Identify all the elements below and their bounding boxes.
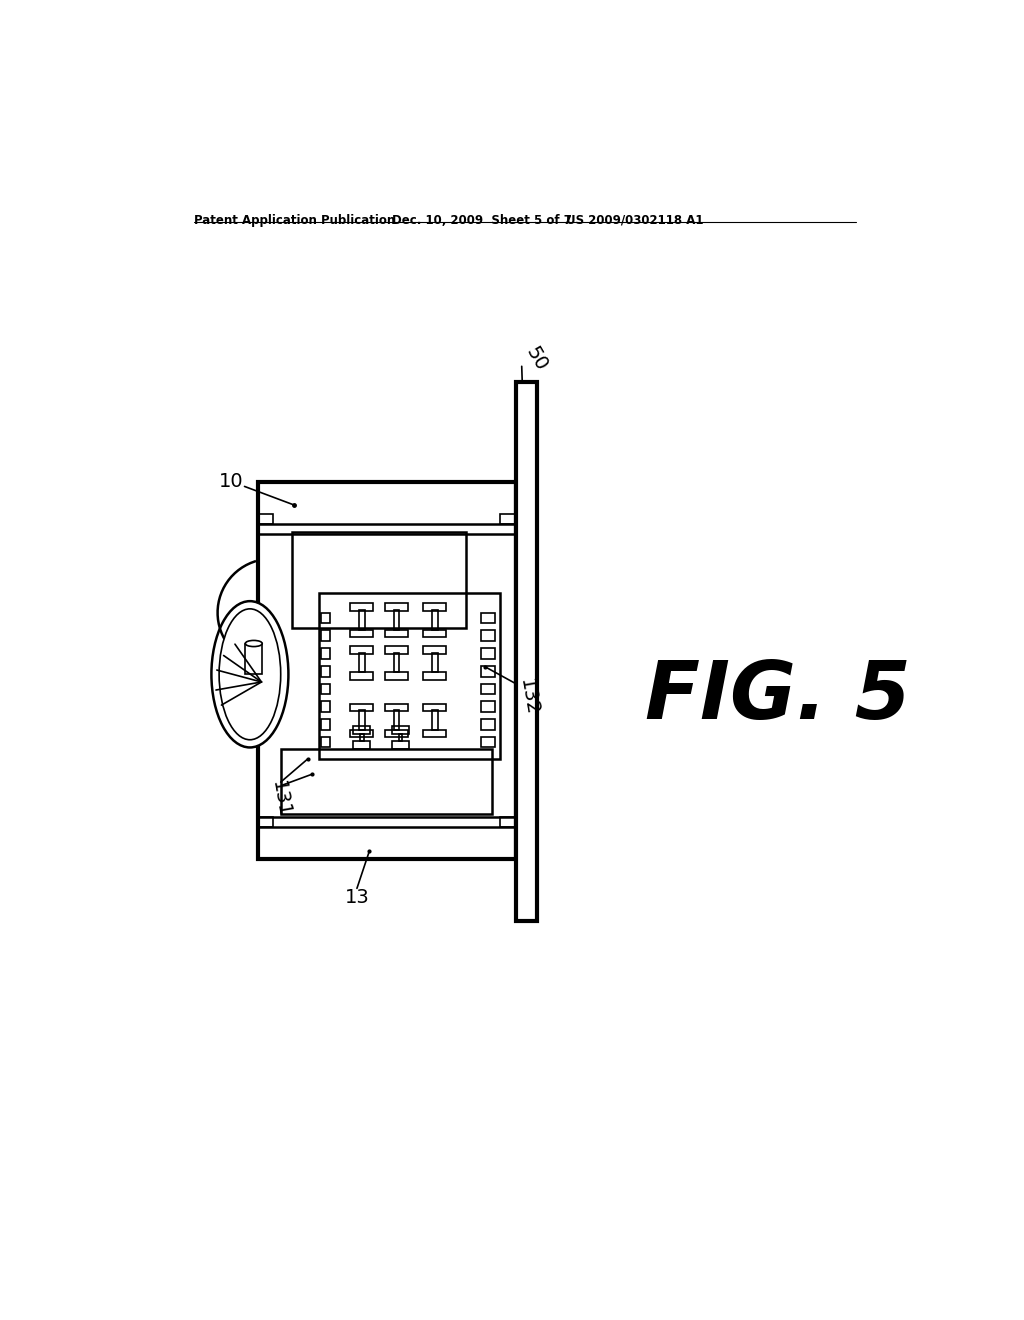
Bar	[398, 734, 402, 742]
Bar	[394, 710, 399, 730]
Bar	[391, 742, 409, 748]
Bar	[350, 630, 373, 638]
Bar	[481, 631, 495, 642]
Ellipse shape	[246, 640, 262, 647]
Bar	[481, 612, 495, 623]
Bar	[321, 701, 330, 711]
Bar	[350, 672, 373, 680]
Text: 131: 131	[267, 779, 293, 818]
Bar	[481, 719, 495, 730]
Bar	[321, 684, 330, 694]
Bar	[481, 701, 495, 711]
Bar	[423, 730, 446, 738]
Bar	[359, 653, 365, 672]
Bar	[481, 684, 495, 694]
Bar	[321, 719, 330, 730]
Bar	[258, 515, 273, 524]
Bar	[321, 737, 330, 747]
Bar	[350, 730, 373, 738]
Text: 13: 13	[345, 888, 370, 907]
Bar	[321, 612, 330, 623]
Bar	[423, 704, 446, 711]
Bar	[423, 672, 446, 680]
Bar	[321, 648, 330, 659]
Bar	[432, 710, 438, 730]
Bar	[359, 710, 365, 730]
Bar	[385, 672, 408, 680]
Bar	[385, 603, 408, 611]
Bar	[350, 645, 373, 653]
Bar	[500, 515, 515, 524]
Bar	[353, 726, 370, 734]
Bar	[385, 730, 408, 738]
Text: 132: 132	[515, 677, 541, 717]
Bar	[515, 381, 538, 921]
Bar	[350, 704, 373, 711]
Bar	[481, 648, 495, 659]
Bar	[359, 610, 365, 630]
Ellipse shape	[211, 601, 289, 747]
Bar	[319, 594, 500, 759]
Bar	[246, 644, 262, 675]
Bar	[391, 726, 409, 734]
Bar	[385, 630, 408, 638]
Bar	[321, 665, 330, 677]
Bar	[394, 653, 399, 672]
Ellipse shape	[219, 609, 281, 739]
Bar	[432, 653, 438, 672]
Text: Patent Application Publication: Patent Application Publication	[194, 214, 395, 227]
Bar	[481, 737, 495, 747]
Bar	[385, 645, 408, 653]
Bar	[432, 610, 438, 630]
Bar	[360, 734, 364, 742]
Bar	[423, 603, 446, 611]
Bar	[423, 645, 446, 653]
Bar	[481, 665, 495, 677]
Text: 50: 50	[521, 343, 551, 374]
Text: 10: 10	[219, 473, 244, 491]
Bar	[350, 603, 373, 611]
Text: FIG. 5: FIG. 5	[645, 659, 910, 737]
Bar	[385, 704, 408, 711]
Bar	[423, 630, 446, 638]
Bar	[281, 748, 493, 814]
Bar	[394, 610, 399, 630]
Bar	[258, 817, 273, 826]
Bar	[321, 631, 330, 642]
Bar	[258, 482, 515, 859]
Text: Dec. 10, 2009  Sheet 5 of 7: Dec. 10, 2009 Sheet 5 of 7	[392, 214, 572, 227]
Bar	[353, 742, 370, 748]
Bar	[292, 532, 466, 628]
Bar	[500, 817, 515, 826]
Text: US 2009/0302118 A1: US 2009/0302118 A1	[565, 214, 703, 227]
